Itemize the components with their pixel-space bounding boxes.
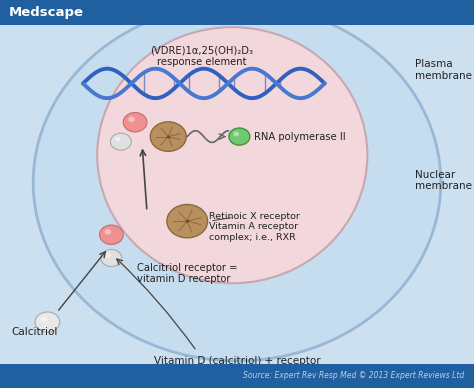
Text: Medscape: Medscape — [9, 6, 83, 19]
Circle shape — [233, 132, 239, 137]
Circle shape — [123, 113, 147, 132]
Text: Calcitriol receptor =
vitamin D receptor: Calcitriol receptor = vitamin D receptor — [137, 263, 238, 284]
Circle shape — [115, 137, 121, 142]
Circle shape — [128, 116, 135, 122]
Ellipse shape — [33, 4, 441, 361]
Text: Source: Expert Rev Resp Med © 2013 Expert Reviews Ltd: Source: Expert Rev Resp Med © 2013 Exper… — [243, 371, 465, 381]
Circle shape — [105, 253, 111, 258]
Circle shape — [101, 249, 122, 267]
Circle shape — [35, 312, 60, 332]
Text: RNA polymerase II: RNA polymerase II — [254, 132, 345, 142]
Bar — [0, 0, 474, 25]
Ellipse shape — [97, 27, 367, 283]
Circle shape — [40, 316, 47, 322]
Text: Nuclear
membrane: Nuclear membrane — [415, 170, 472, 191]
Text: Calcitriol: Calcitriol — [12, 327, 58, 337]
Bar — [0, 364, 474, 388]
Circle shape — [110, 133, 131, 150]
Circle shape — [150, 122, 186, 151]
Circle shape — [100, 225, 123, 244]
Circle shape — [104, 229, 111, 234]
Circle shape — [229, 128, 250, 145]
Text: (VDRE)1α,25(OH)₂D₃
response element: (VDRE)1α,25(OH)₂D₃ response element — [150, 45, 253, 67]
Circle shape — [167, 204, 208, 238]
Text: Plasma
membrane: Plasma membrane — [415, 59, 472, 81]
Text: Vitamin D (calcitriol) + receptor
complex and its response element: Vitamin D (calcitriol) + receptor comple… — [147, 356, 327, 378]
Text: Retinoic X receptor
Vitamin A receptor
complex; i.e., RXR: Retinoic X receptor Vitamin A receptor c… — [209, 212, 300, 242]
